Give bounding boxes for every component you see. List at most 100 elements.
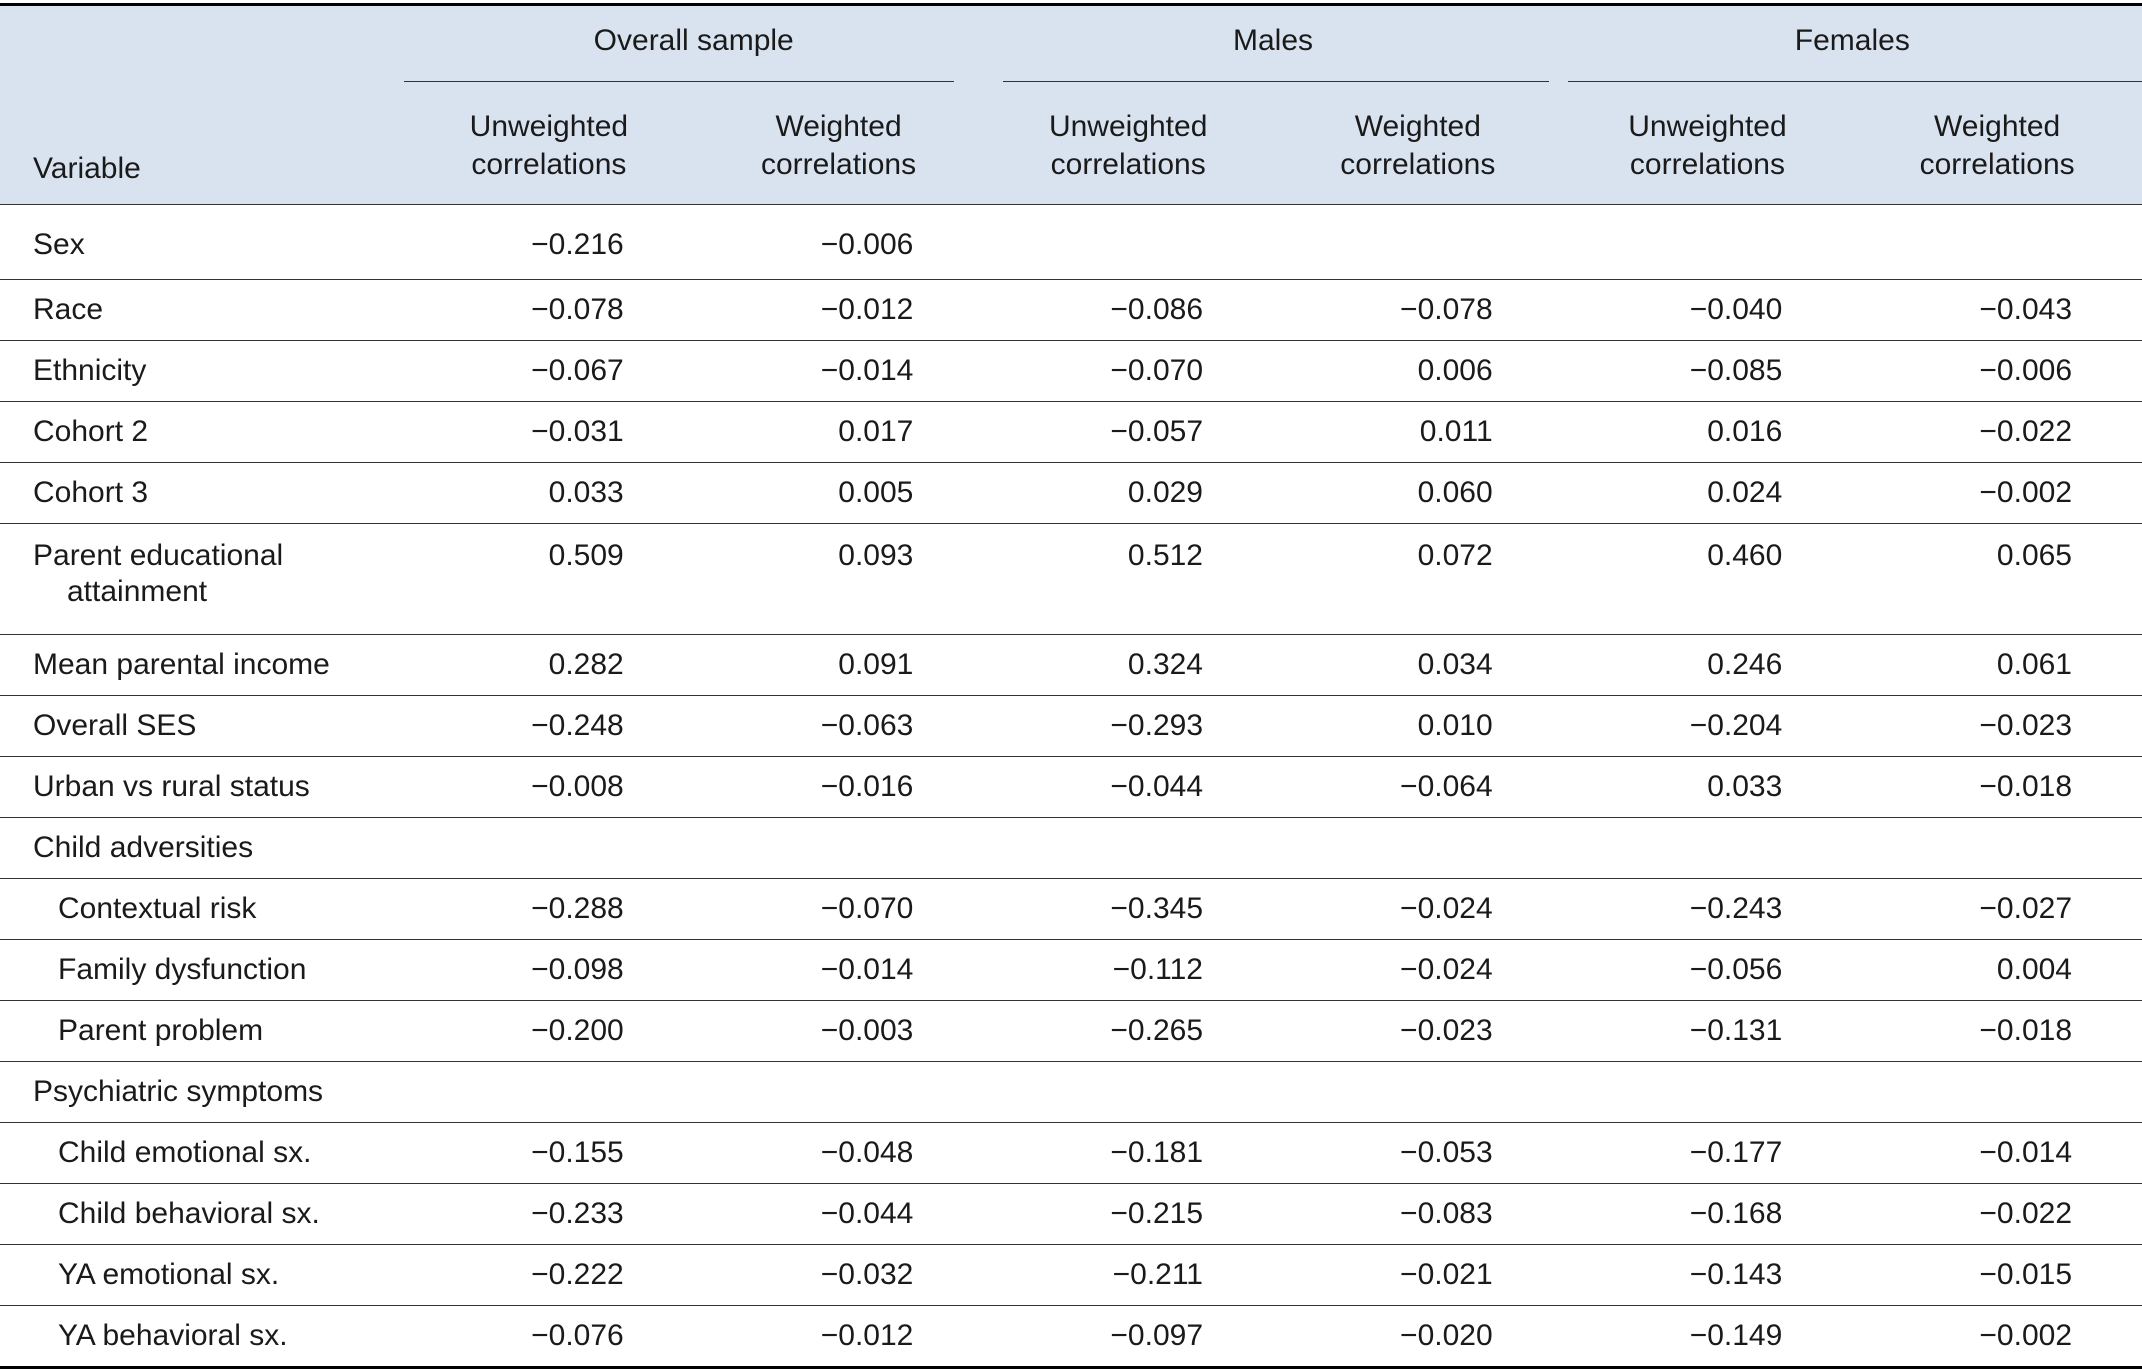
row-label-text: Ethnicity <box>33 354 147 387</box>
cell-value: 0.010 <box>1273 695 1563 757</box>
cell-value: −0.070 <box>693 878 984 940</box>
row-label: Race <box>0 279 405 341</box>
sub-header-line: Unweighted <box>469 110 629 143</box>
cell-value: −0.345 <box>983 878 1273 940</box>
cell-value <box>1852 204 2142 280</box>
row-label: Parent problem <box>0 1000 405 1062</box>
cell-value: −0.131 <box>1562 1000 1853 1062</box>
cell-value: −0.023 <box>1273 1000 1563 1062</box>
cell-value <box>983 204 1273 280</box>
row-label-text: Family dysfunction <box>58 953 307 986</box>
row-label-text: Contextual risk <box>58 892 257 925</box>
cell-value: −0.215 <box>983 1183 1273 1245</box>
cell-value: 0.061 <box>1852 634 2142 696</box>
sub-header-line: correlations <box>471 148 627 181</box>
row-label-text: Race <box>33 293 104 326</box>
row-label: Sex <box>0 204 405 280</box>
cell-value <box>404 817 694 879</box>
table-row: Parent educational attainment 0.509 0.093 0.… <box>0 523 2142 635</box>
cell-value: −0.040 <box>1562 279 1853 341</box>
group-header-females: Females <box>1562 3 2142 82</box>
sub-header-row: Variable Unweighted correlations Weighted c… <box>0 82 2142 205</box>
cell-value <box>983 1061 1273 1123</box>
cell-value: −0.024 <box>1273 878 1563 940</box>
cell-value: −0.222 <box>404 1244 694 1306</box>
cell-value: −0.053 <box>1273 1122 1563 1184</box>
cell-value: 0.033 <box>1562 756 1853 818</box>
cell-value: −0.204 <box>1562 695 1853 757</box>
cell-value: −0.063 <box>693 695 984 757</box>
cell-value: −0.155 <box>404 1122 694 1184</box>
sub-header-3: Weighted correlations <box>1273 82 1563 205</box>
cell-value: −0.002 <box>1852 462 2142 524</box>
row-label: Mean parental income <box>0 634 405 696</box>
cell-value <box>693 1061 984 1123</box>
cell-value: −0.031 <box>404 401 694 463</box>
sub-header-line: correlations <box>1629 148 1785 181</box>
cell-value: −0.248 <box>404 695 694 757</box>
row-label: Family dysfunction <box>0 939 405 1001</box>
cell-value: 0.093 <box>693 523 984 635</box>
row-label-text: Mean parental income <box>33 648 330 681</box>
row-label-text: Child adversities <box>33 831 254 864</box>
cell-value: 0.011 <box>1273 401 1563 463</box>
sub-header-line: Unweighted <box>1048 110 1208 143</box>
cell-value <box>1562 817 1853 879</box>
cell-value: −0.057 <box>983 401 1273 463</box>
group-header-overall: Overall sample <box>404 3 984 82</box>
cell-value: −0.044 <box>983 756 1273 818</box>
sub-header-line: correlations <box>1340 148 1496 181</box>
cell-value: −0.014 <box>1852 1122 2142 1184</box>
cell-value: −0.181 <box>983 1122 1273 1184</box>
row-label: YA behavioral sx. <box>0 1305 405 1369</box>
cell-value: 0.460 <box>1562 523 1853 635</box>
cell-value: 0.017 <box>693 401 984 463</box>
cell-value: 0.512 <box>983 523 1273 635</box>
table-row: Contextual risk −0.288 −0.070 −0.345 −0.024−… <box>0 878 2142 940</box>
group-label-overall: Overall sample <box>593 24 794 57</box>
cell-value: −0.243 <box>1562 878 1853 940</box>
cell-value: −0.293 <box>983 695 1273 757</box>
table-row: Ethnicity −0.067 −0.014 −0.070 0.006 −0.085 −0… <box>0 340 2142 402</box>
row-label: Cohort 2 <box>0 401 405 463</box>
cell-value: 0.072 <box>1273 523 1563 635</box>
table-row: Child adversities <box>0 817 2142 879</box>
cell-value: 0.509 <box>404 523 694 635</box>
cell-value: −0.076 <box>404 1305 694 1369</box>
cell-value: −0.288 <box>404 878 694 940</box>
cell-value: −0.048 <box>693 1122 984 1184</box>
correlation-table: Overall sample Males Females Variable Un… <box>0 3 2142 1369</box>
row-label-text: Cohort 2 <box>33 415 149 448</box>
row-label: Urban vs rural status <box>0 756 405 818</box>
sub-header-line: correlations <box>1050 148 1206 181</box>
table-row: Child behavioral sx. −0.233 −0.044 −0.215 −0… <box>0 1183 2142 1245</box>
cell-value: −0.168 <box>1562 1183 1853 1245</box>
cell-value: −0.044 <box>693 1183 984 1245</box>
cell-value: −0.012 <box>693 279 984 341</box>
cell-value: −0.022 <box>1852 401 2142 463</box>
cell-value: −0.003 <box>693 1000 984 1062</box>
group-header-row: Overall sample Males Females <box>0 3 2142 82</box>
cell-value: 0.006 <box>1273 340 1563 402</box>
row-label: YA emotional sx. <box>0 1244 405 1306</box>
cell-value: −0.078 <box>1273 279 1563 341</box>
table-row: Cohort 3 0.033 0.005 0.029 0.060 0.024 −0.002 <box>0 462 2142 524</box>
sub-header-line: Weighted <box>1354 110 1481 143</box>
cell-value: −0.002 <box>1852 1305 2142 1369</box>
cell-value: 0.091 <box>693 634 984 696</box>
cell-value: −0.027 <box>1852 878 2142 940</box>
row-label-text: Child behavioral sx. <box>58 1197 320 1230</box>
cell-value: −0.070 <box>983 340 1273 402</box>
table-row: Psychiatric symptoms <box>0 1061 2142 1123</box>
row-label-text: Sex <box>33 228 85 261</box>
cell-value: 0.016 <box>1562 401 1853 463</box>
cell-value: −0.056 <box>1562 939 1853 1001</box>
sub-header-line: correlations <box>761 148 917 181</box>
sub-header-line: Weighted <box>775 110 902 143</box>
cell-value: −0.043 <box>1852 279 2142 341</box>
cell-value: −0.022 <box>1852 1183 2142 1245</box>
cell-value: −0.211 <box>983 1244 1273 1306</box>
group-rule-females <box>1567 81 2142 82</box>
cell-value: −0.006 <box>1852 340 2142 402</box>
row-label-text: Child emotional sx. <box>58 1136 312 1169</box>
